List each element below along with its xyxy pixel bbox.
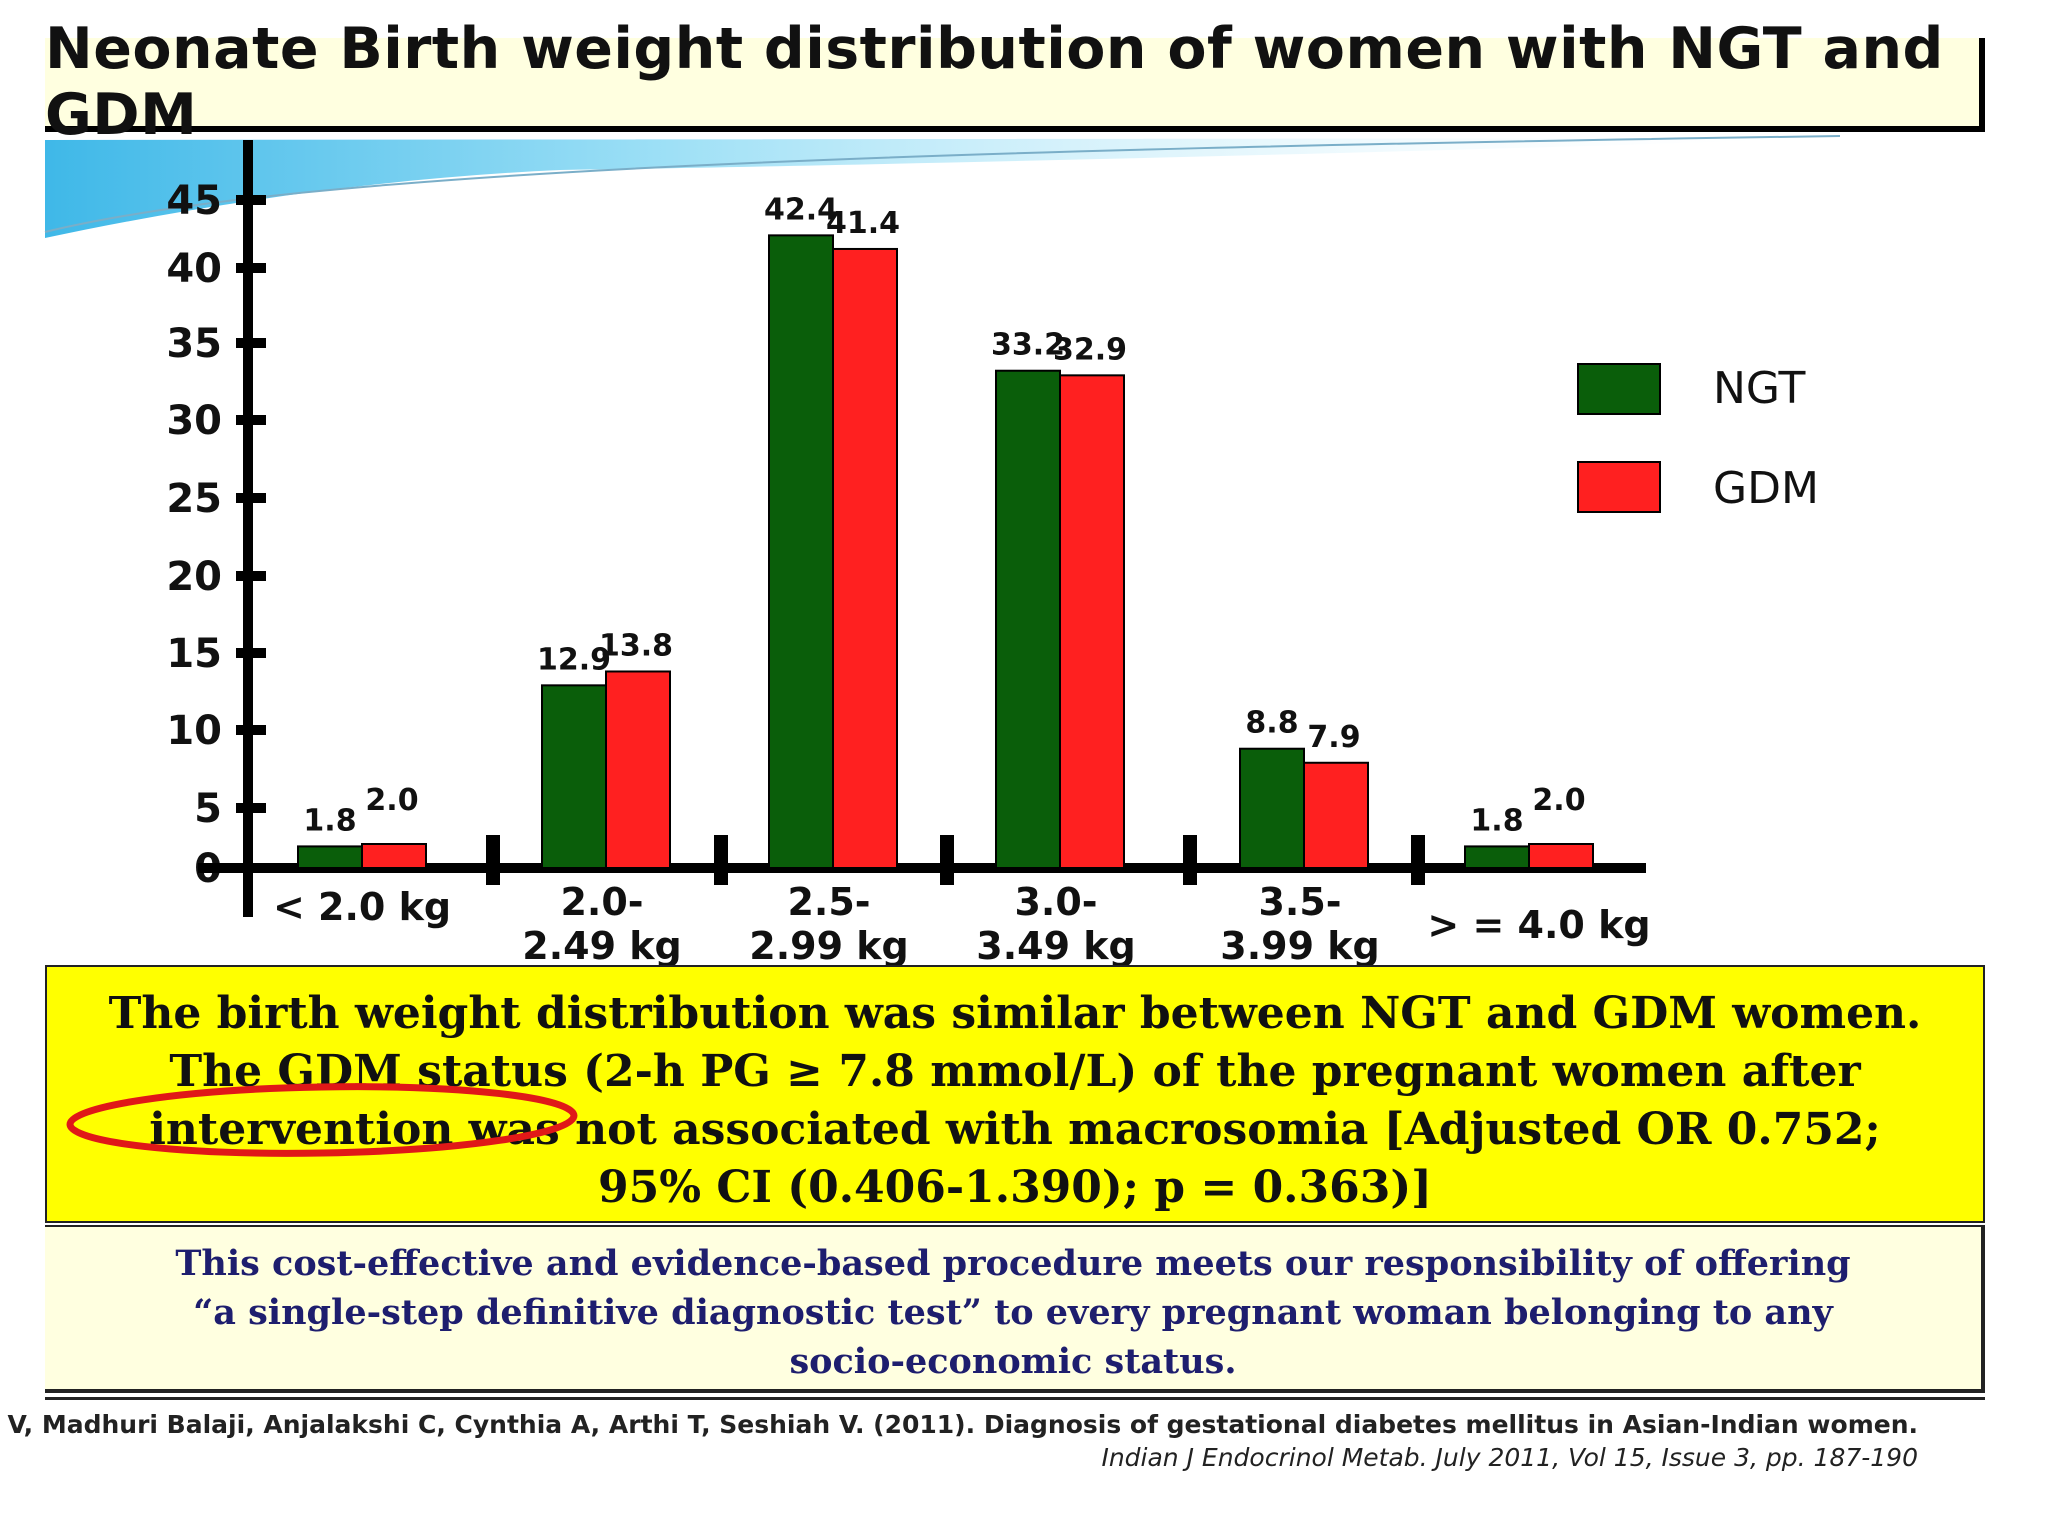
- chart-x-labels: < 2.0 kg 2.0-2.49 kg 2.5-2.99 kg 3.0-3.49 k…: [273, 880, 1651, 965]
- bar-ngt: [995, 369, 1061, 869]
- title-bar: Neonate Birth weight distribution of wom…: [45, 16, 1985, 148]
- reference-journal: Indian J Endocrinol Metab. July 2011, Vo…: [1101, 1443, 1918, 1472]
- conclusion-line: “a single-step definitive diagnostic tes…: [193, 1292, 1833, 1333]
- bar-ngt: [1239, 747, 1305, 869]
- annotation-oval: [66, 1083, 578, 1157]
- value-label-gdm: 41.4: [826, 206, 900, 241]
- legend-swatch-gdm: [1577, 461, 1661, 513]
- bar-chart: 051015202530354045 1.82.012.913.842.441.…: [44, 135, 1841, 965]
- value-label-ngt: 8.8: [1245, 706, 1298, 741]
- decorative-swoosh-line: [44, 135, 1841, 233]
- bar-gdm: [1059, 374, 1125, 869]
- value-label-gdm: 13.8: [599, 628, 673, 663]
- chart-value-labels: 1.8 2.0 12.913.8 42.441.4 33.232.9 8.8 7.9 1.8 2…: [303, 192, 1585, 838]
- y-tick-label: 25: [166, 476, 222, 522]
- x-category-label: 2.99 kg: [749, 924, 908, 965]
- bar-ngt: [297, 845, 363, 870]
- value-label-gdm: 7.9: [1307, 720, 1360, 755]
- y-tick-label: 40: [166, 246, 222, 292]
- x-category-label: 3.0-: [1014, 880, 1097, 924]
- x-category-label: > = 4.0 kg: [1427, 903, 1650, 947]
- value-label-gdm: 2.0: [365, 783, 418, 818]
- value-label-ngt: 1.8: [303, 803, 356, 838]
- legend-swatch-ngt: [1577, 363, 1661, 415]
- y-tick-label: 20: [166, 554, 222, 600]
- bar-gdm: [1303, 761, 1369, 870]
- y-tick-label: 10: [166, 708, 222, 754]
- conclusion-line: socio-economic status.: [789, 1341, 1237, 1382]
- page-title: Neonate Birth weight distribution of wom…: [45, 16, 1944, 148]
- value-label-ngt: 33.2: [991, 328, 1065, 363]
- bar-ngt: [768, 234, 834, 870]
- conclusion-box: This cost-effective and evidence-based p…: [45, 1225, 1985, 1393]
- value-label-gdm: 2.0: [1532, 783, 1585, 818]
- bar-ngt: [1464, 845, 1530, 870]
- value-label-ngt: 42.4: [764, 192, 838, 227]
- chart-legend: NGT GDM: [1577, 363, 1819, 514]
- value-label-ngt: 1.8: [1470, 803, 1523, 838]
- bar-gdm: [605, 670, 671, 869]
- legend-label-gdm: GDM: [1713, 463, 1819, 514]
- bar-gdm: [832, 247, 898, 869]
- x-category-label: < 2.0 kg: [273, 885, 451, 929]
- x-category-label: 3.5-: [1258, 880, 1341, 924]
- finding-line: The birth weight distribution was simila…: [108, 988, 1922, 1039]
- divider: [45, 1397, 1985, 1400]
- x-category-label: 3.49 kg: [976, 924, 1135, 965]
- value-label-ngt: 12.9: [537, 642, 611, 677]
- x-category-label: 2.5-: [787, 880, 870, 924]
- chart-bars: [297, 234, 1594, 870]
- chart-axes: 051015202530354045: [166, 140, 1646, 917]
- reference-authors: Balaji V, Madhuri Balaji, Anjalakshi C, …: [0, 1410, 1918, 1439]
- y-tick-label: 15: [166, 631, 222, 677]
- value-label-gdm: 32.9: [1053, 332, 1127, 367]
- y-tick-label: 5: [194, 786, 222, 832]
- bar-ngt: [541, 684, 607, 870]
- x-category-label: 2.0-: [560, 880, 643, 924]
- y-tick-label: 30: [166, 398, 222, 444]
- decorative-swoosh: [45, 138, 1830, 238]
- y-tick-label: 45: [166, 178, 222, 224]
- bar-gdm: [1528, 843, 1594, 869]
- finding-line: 95% CI (0.406-1.390); p = 0.363)]: [598, 1162, 1432, 1213]
- conclusion-line: This cost-effective and evidence-based p…: [175, 1243, 1851, 1284]
- legend-label-ngt: NGT: [1713, 363, 1805, 414]
- x-category-label: 2.49 kg: [522, 924, 681, 965]
- x-category-label: 3.99 kg: [1220, 924, 1379, 965]
- y-tick-label: 35: [166, 321, 222, 367]
- bar-gdm: [361, 843, 427, 869]
